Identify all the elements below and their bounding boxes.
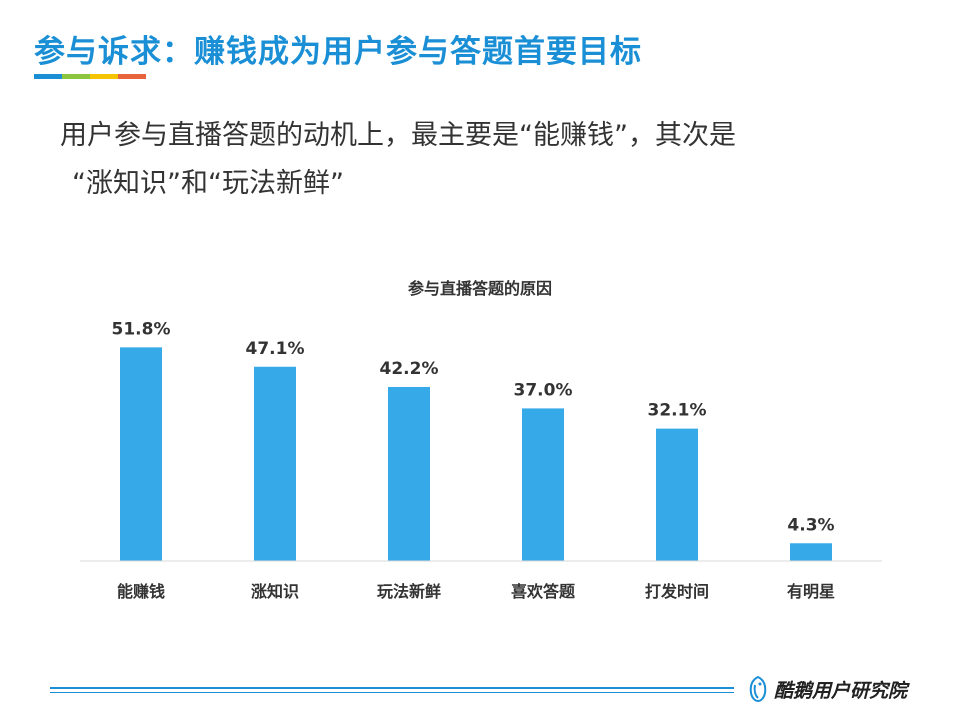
underline-segment — [34, 74, 62, 79]
bar-group — [120, 347, 832, 561]
page-title: 参与诉求：赚钱成为用户参与答题首要目标 — [34, 34, 642, 70]
underline-segment — [62, 74, 90, 79]
bar-1 — [120, 347, 162, 561]
data-label: 51.8% — [112, 319, 171, 339]
data-label: 37.0% — [514, 380, 573, 400]
lead-line-1: 用户参与直播答题的动机上，最主要是“能赚钱”，其次是 — [60, 120, 736, 151]
title-underline — [34, 74, 146, 79]
category-label: 有明星 — [787, 582, 835, 601]
underline-segment — [118, 74, 146, 79]
chart-title: 参与直播答题的原因 — [408, 279, 552, 298]
brand-name: 酷鹅用户研究院 — [774, 679, 908, 702]
footer-rule — [50, 687, 734, 689]
bar-3 — [388, 386, 430, 561]
category-label: 打发时间 — [645, 582, 709, 601]
brand: 酷鹅用户研究院 — [748, 676, 907, 702]
data-label: 32.1% — [648, 401, 707, 421]
bar-5 — [656, 428, 698, 561]
label-group: 51.8% 能赚钱 47.1% 涨知识 42.2% 玩法新鲜 37.0% 喜欢答题 32.1% 打… — [112, 319, 836, 601]
bar-6 — [790, 543, 832, 561]
category-label: 喜欢答题 — [511, 582, 576, 601]
data-label: 47.1% — [246, 339, 305, 359]
lead-text: 用户参与直播答题的动机上，最主要是“能赚钱”，其次是 “涨知识”和“玩法新鲜” — [60, 112, 900, 208]
bar-4 — [522, 408, 564, 561]
penguin-logo-icon — [749, 676, 767, 702]
lead-line-2: “涨知识”和“玩法新鲜” — [72, 168, 344, 199]
data-label: 4.3% — [787, 515, 834, 535]
data-label: 42.2% — [380, 359, 439, 379]
category-label: 能赚钱 — [117, 582, 165, 601]
category-label: 玩法新鲜 — [377, 582, 441, 601]
category-label: 涨知识 — [251, 582, 299, 601]
bar-2 — [254, 366, 296, 561]
underline-segment — [90, 74, 118, 79]
footer-rule-thin — [50, 692, 734, 693]
